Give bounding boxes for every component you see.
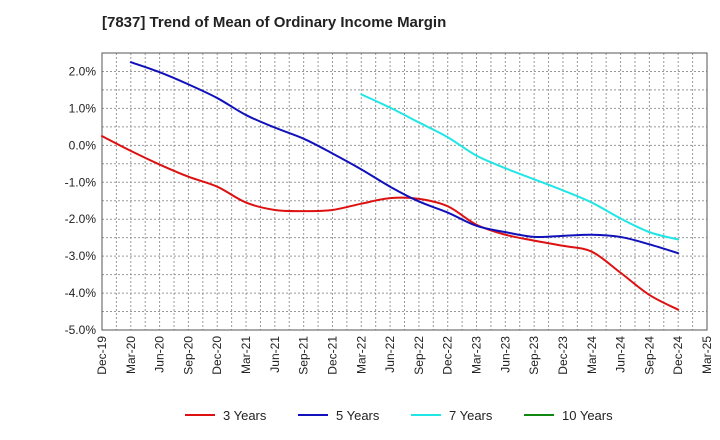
x-tick-label: Dec-20 <box>210 336 224 375</box>
x-tick-label: Mar-21 <box>239 336 253 374</box>
x-tick-label: Sep-21 <box>297 336 311 375</box>
x-tick-label: Sep-24 <box>642 336 656 375</box>
y-tick-label: -3.0% <box>65 249 97 263</box>
x-tick-label: Mar-20 <box>124 336 138 374</box>
x-tick-label: Mar-24 <box>585 336 599 374</box>
legend-label: 3 Years <box>223 408 267 423</box>
x-tick-label: Dec-23 <box>556 336 570 375</box>
x-tick-label: Sep-22 <box>412 336 426 375</box>
x-tick-label: Dec-21 <box>325 336 339 375</box>
x-tick-label: Mar-25 <box>700 336 714 374</box>
legend: 3 Years 5 Years 7 Years 10 Years <box>185 408 613 423</box>
x-tick-label: Jun-22 <box>383 336 397 373</box>
y-tick-label: -5.0% <box>65 323 97 337</box>
y-tick-label: -2.0% <box>65 212 97 226</box>
x-tick-label: Mar-22 <box>354 336 368 374</box>
chart-title: [7837] Trend of Mean of Ordinary Income … <box>102 14 447 31</box>
x-tick-label: Sep-20 <box>181 336 195 375</box>
legend-label: 7 Years <box>449 408 493 423</box>
series-line <box>360 93 680 241</box>
series-3-years <box>101 135 680 311</box>
series-5-years <box>129 61 680 255</box>
x-tick-label: Dec-19 <box>95 336 109 375</box>
series-7-years <box>360 93 680 241</box>
x-tick-label: Mar-23 <box>470 336 484 374</box>
series-line <box>101 135 680 311</box>
plot-background <box>102 53 707 330</box>
y-tick-label: 1.0% <box>69 101 97 115</box>
x-tick-label: Jun-24 <box>614 336 628 373</box>
x-tick-label: Jun-20 <box>153 336 167 373</box>
x-tick-label: Jun-23 <box>498 336 512 373</box>
plot-border <box>101 52 708 331</box>
y-tick-label: 2.0% <box>69 64 97 78</box>
x-tick-label: Jun-21 <box>268 336 282 373</box>
y-tick-label: -4.0% <box>65 286 97 300</box>
series-line <box>129 61 680 255</box>
legend-label: 5 Years <box>336 408 380 423</box>
y-tick-label: 0.0% <box>69 138 97 152</box>
y-tick-label: -1.0% <box>65 175 97 189</box>
x-tick-label: Dec-22 <box>441 336 455 375</box>
legend-label: 10 Years <box>562 408 613 423</box>
x-tick-label: Dec-24 <box>671 336 685 375</box>
x-tick-label: Sep-23 <box>527 336 541 375</box>
